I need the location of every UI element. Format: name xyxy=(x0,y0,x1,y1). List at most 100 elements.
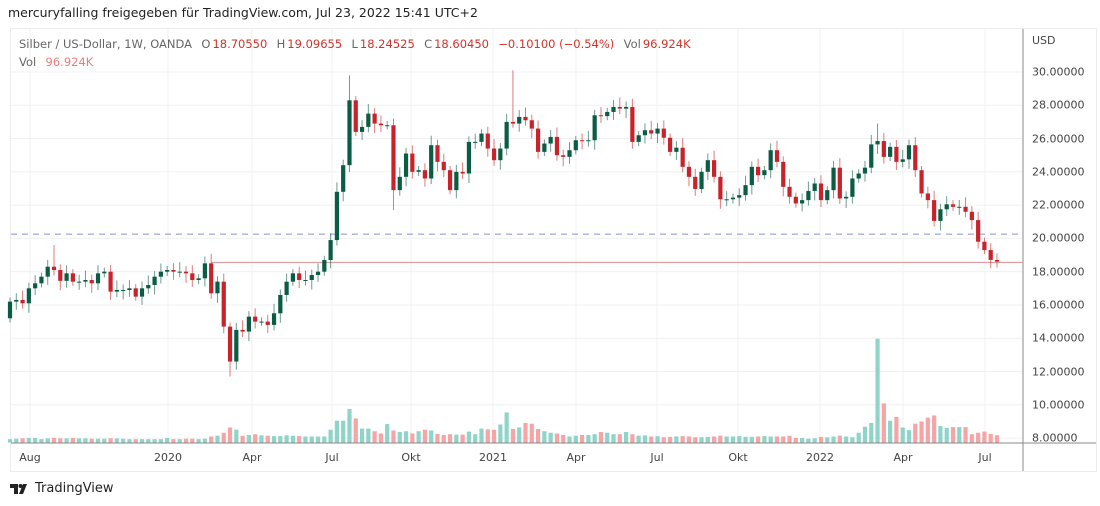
candle-body xyxy=(743,185,748,196)
time-tick: 2021 xyxy=(479,451,507,464)
volume-bar xyxy=(800,437,805,443)
candle-body xyxy=(655,128,660,134)
volume-bar xyxy=(209,436,214,443)
candle-body xyxy=(265,321,270,325)
price-axis-currency: USD xyxy=(1032,34,1056,47)
volume-bar xyxy=(485,429,490,443)
volume-study-label[interactable]: Vol xyxy=(19,55,37,69)
time-tick: Jul xyxy=(650,451,664,464)
volume-bar xyxy=(246,434,251,443)
volume-bar xyxy=(429,430,434,443)
volume-bar xyxy=(535,428,541,443)
chart-pane[interactable] xyxy=(10,28,1097,472)
price-tick: 28.00000 xyxy=(1032,98,1085,112)
candle-body xyxy=(938,209,943,221)
volume-bar xyxy=(215,435,220,443)
volume-bar xyxy=(158,439,163,443)
candle-body xyxy=(152,276,157,285)
candle-body xyxy=(818,183,824,201)
volume-bar xyxy=(793,437,798,443)
volume-bar xyxy=(146,439,151,443)
volume-bar xyxy=(347,409,352,443)
candle-body xyxy=(774,150,780,162)
volume-bar xyxy=(165,437,170,443)
volume-bar xyxy=(45,438,50,443)
volume-bar xyxy=(598,431,604,443)
candle-body xyxy=(51,266,57,271)
volume-bar xyxy=(341,420,346,443)
volume-bar xyxy=(718,435,723,443)
candle-body xyxy=(290,273,295,282)
legend-close: 18.60450 xyxy=(434,37,489,51)
volume-bar xyxy=(699,437,704,443)
volume-bar xyxy=(579,434,585,443)
legend-high-label: H xyxy=(276,37,286,51)
candle-body xyxy=(579,140,585,142)
volume-bar xyxy=(265,435,270,443)
candle-body xyxy=(976,220,981,242)
candle-body xyxy=(919,170,924,194)
candle-body xyxy=(64,273,69,281)
volume-bar xyxy=(586,434,591,443)
volume-bar xyxy=(190,438,195,443)
price-tick: 10.00000 xyxy=(1032,398,1085,412)
candle-body xyxy=(58,270,63,281)
price-tick: 8.00000 xyxy=(1032,431,1078,445)
volume-bar xyxy=(994,435,1000,443)
volume-bar xyxy=(950,427,956,443)
volume-bar xyxy=(737,436,742,443)
volume-bar xyxy=(888,420,893,443)
candle-body xyxy=(196,278,201,280)
volume-bar xyxy=(642,435,648,443)
volume-bar xyxy=(64,438,69,443)
candle-body xyxy=(598,115,604,117)
candle-body xyxy=(246,316,251,332)
volume-bar xyxy=(548,432,553,443)
candle-body xyxy=(215,281,220,294)
legend-open-label: O xyxy=(201,37,211,51)
candle-body xyxy=(504,121,509,149)
volume-bar xyxy=(202,438,207,443)
volume-bar xyxy=(322,436,327,443)
volume-bar xyxy=(705,436,710,443)
candle-body xyxy=(121,289,126,291)
candle-body xyxy=(403,153,409,177)
candle-body xyxy=(309,275,314,280)
candle-body xyxy=(473,141,478,143)
share-header: mercuryfalling freigegeben für TradingVi… xyxy=(8,5,478,20)
volume-bar xyxy=(334,420,340,443)
legend-symbol[interactable]: Silber / US-Dollar, 1W, OANDA xyxy=(19,37,193,51)
candle-body xyxy=(171,270,176,272)
volume-bar xyxy=(743,436,748,443)
volume-bar xyxy=(102,438,107,443)
candle-body xyxy=(605,111,610,117)
candle-body xyxy=(586,140,591,142)
candle-body xyxy=(617,106,622,109)
candle-body xyxy=(209,263,214,294)
time-tick: Aug xyxy=(19,451,41,464)
volume-bar xyxy=(303,436,308,443)
candle-body xyxy=(510,121,516,124)
volume-bar xyxy=(284,435,289,443)
volume-bar xyxy=(636,435,641,443)
candle-body xyxy=(385,125,390,127)
candle-body xyxy=(567,150,572,157)
tradingview-logo[interactable]: TradingView xyxy=(10,481,114,496)
legend-vol: 96.924K xyxy=(642,37,691,51)
candle-body xyxy=(108,271,113,292)
time-tick: Apr xyxy=(242,451,262,464)
candle-body xyxy=(781,161,786,187)
volume-bar xyxy=(856,432,861,443)
volume-bar xyxy=(982,431,987,443)
volume-bar xyxy=(498,424,503,443)
candle-body xyxy=(630,106,635,142)
candle-body xyxy=(592,115,597,141)
volume-bar xyxy=(14,438,19,443)
volume-bar xyxy=(517,427,522,443)
volume-bar xyxy=(315,436,321,443)
volume-bar xyxy=(114,438,119,443)
volume-bar xyxy=(240,435,245,443)
time-tick: 2022 xyxy=(806,451,834,464)
candle-body xyxy=(642,130,648,136)
